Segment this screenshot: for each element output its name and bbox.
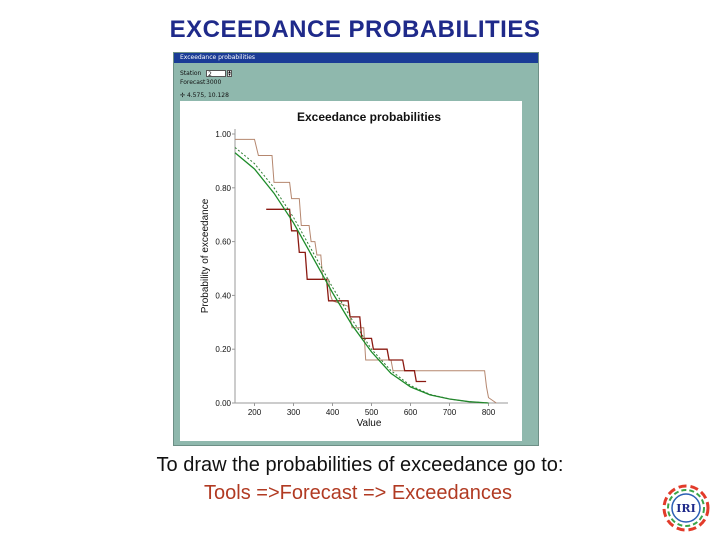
- chart-title: Exceedance probabilities: [297, 110, 441, 124]
- forecast-value: 3000: [206, 79, 222, 86]
- exceedance-chart: Exceedance probabilities Probability of …: [200, 110, 508, 429]
- x-tick-label: 700: [443, 408, 457, 417]
- instruction-text: To draw the probabilities of exceedance …: [156, 454, 564, 476]
- series-line-step-dark: [266, 208, 427, 383]
- window-titlebar[interactable]: Exceedance probabilities: [174, 53, 538, 63]
- x-tick-label: 800: [482, 408, 496, 417]
- window-controls: Station 2 ▴ ▾ Forecast 3000 ✢ 4.575, 10.1…: [180, 69, 232, 99]
- y-tick-label: 0.80: [215, 184, 231, 193]
- x-tick-label: 600: [404, 408, 418, 417]
- series-line-fit-green: [234, 152, 489, 404]
- x-tick-label: 400: [326, 408, 340, 417]
- y-tick-label: 0.60: [215, 238, 231, 247]
- y-axis-label: Probability of exceedance: [200, 198, 211, 313]
- x-tick-label: 200: [248, 408, 262, 417]
- y-tick-label: 1.00: [215, 130, 231, 139]
- station-label: Station: [180, 70, 202, 77]
- y-tick-label: 0.00: [215, 399, 231, 408]
- exceedance-window: Exceedance probabilities Station 2 ▴ ▾ Fo…: [173, 52, 539, 446]
- x-axis-label: Value: [357, 418, 382, 429]
- series-line-step-light: [235, 138, 497, 404]
- forecast-label: Forecast: [180, 79, 206, 86]
- station-input[interactable]: 2: [206, 70, 226, 78]
- menu-path-text: Tools =>Forecast => Exceedances: [204, 482, 512, 504]
- iri-logo: IRI: [662, 484, 710, 532]
- y-tick-label: 0.40: [215, 291, 231, 300]
- logo-text: IRI: [676, 502, 695, 515]
- crosshair-icon: ✢: [180, 92, 186, 99]
- slide-title: EXCEEDANCE PROBABILITIES: [169, 16, 541, 43]
- x-tick-label: 500: [365, 408, 379, 417]
- y-tick-label: 0.20: [215, 345, 231, 354]
- series-line-fit-dotted: [234, 147, 489, 404]
- station-spinner[interactable]: ▴ ▾: [227, 69, 232, 78]
- x-tick-label: 300: [287, 408, 301, 417]
- plot-area: Exceedance probabilities Probability of …: [180, 101, 522, 441]
- coord-readout: 4.575, 10.128: [186, 92, 229, 99]
